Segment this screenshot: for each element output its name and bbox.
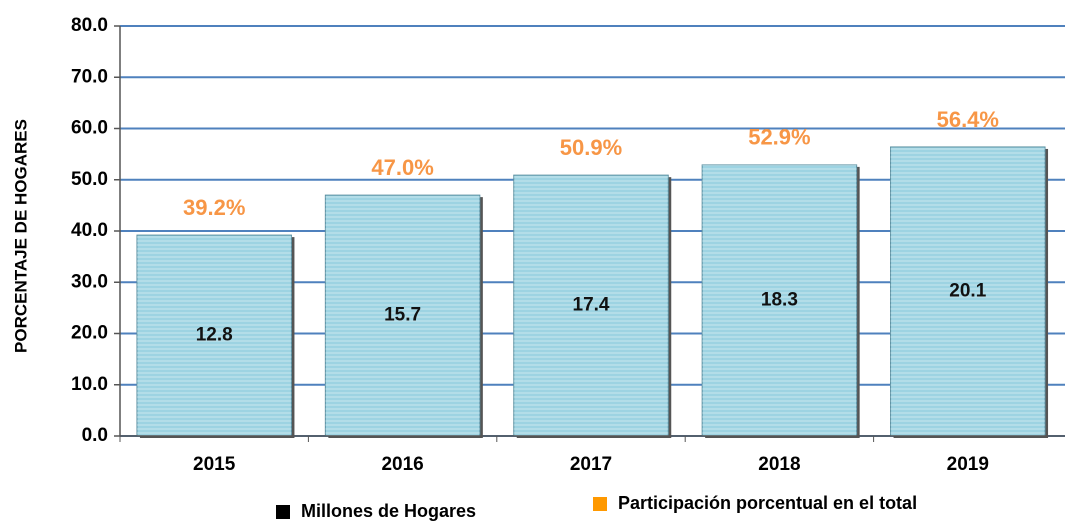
inner-label: 15.7 <box>384 305 421 326</box>
y-tick-label: 20.0 <box>71 323 108 344</box>
inner-label: 20.1 <box>949 280 986 301</box>
value-label: 56.4% <box>937 107 999 132</box>
y-tick-label: 60.0 <box>71 118 108 139</box>
y-tick-label: 40.0 <box>71 220 108 241</box>
value-label: 50.9% <box>560 135 622 160</box>
y-tick-label: 70.0 <box>71 66 108 87</box>
inner-label: 17.4 <box>573 295 610 316</box>
x-tick-label: 2016 <box>381 454 423 475</box>
legend-swatch <box>593 497 607 511</box>
bar-stripes <box>890 146 1046 436</box>
inner-label: 12.8 <box>196 325 233 346</box>
value-label: 39.2% <box>183 195 245 220</box>
bar-stripes <box>325 195 480 436</box>
bar-stripes <box>702 164 857 436</box>
legend-swatch <box>276 505 290 519</box>
y-tick-label: 50.0 <box>71 169 108 190</box>
legend-label: Participación porcentual en el total <box>618 493 917 513</box>
y-tick-label: 80.0 <box>71 15 108 36</box>
bar-stripes <box>513 175 669 436</box>
x-tick-label: 2019 <box>947 454 989 475</box>
value-label: 52.9% <box>748 125 810 150</box>
y-axis-label: PORCENTAJE DE HOGARES <box>11 119 30 353</box>
bar-stripes <box>136 235 292 436</box>
x-tick-label: 2015 <box>193 454 236 475</box>
x-tick-label: 2018 <box>758 454 800 475</box>
value-label: 47.0% <box>371 155 433 180</box>
inner-label: 18.3 <box>761 289 798 310</box>
y-tick-label: 10.0 <box>71 374 108 395</box>
x-tick-label: 2017 <box>570 454 612 475</box>
legend-label: Millones de Hogares <box>301 501 476 521</box>
y-tick-label: 30.0 <box>71 271 108 292</box>
y-tick-label: 0.0 <box>82 425 108 446</box>
